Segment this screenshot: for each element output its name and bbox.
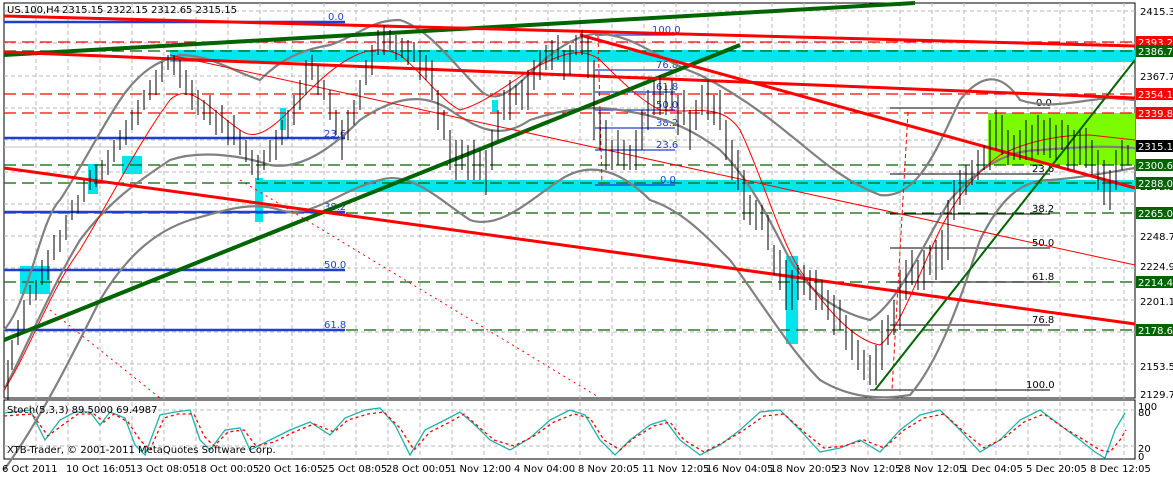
red-dotted-diagonal[interactable] bbox=[239, 179, 601, 399]
price-tick: 2248.70 bbox=[1140, 232, 1173, 243]
ohlc-label: 2315.15 2322.15 2312.65 2315.15 bbox=[62, 5, 237, 16]
tag-2288: 2288.05 bbox=[1138, 179, 1173, 190]
fib-mid-38-2: 38.2 bbox=[656, 118, 678, 129]
fib-right-61-8: 61.8 bbox=[1032, 272, 1054, 283]
stoch-label: Stoch(5,3,3) 89.5000 69.4987 bbox=[7, 405, 158, 416]
price-tags: 2393.23 2386.72 2354.18 2339.87 2315.15 … bbox=[1136, 36, 1173, 337]
fib-right-38-2: 38.2 bbox=[1032, 204, 1054, 215]
fib-left-61-8: 61.8 bbox=[324, 320, 346, 331]
tag-current-price: 2315.15 bbox=[1138, 142, 1173, 153]
copyright-label: XTB-Trader, © 2001-2011 MetaQuotes Softw… bbox=[7, 445, 276, 456]
time-label: 11 Nov 12:05 bbox=[642, 464, 709, 475]
green-trendline-right[interactable] bbox=[874, 59, 1136, 391]
time-label: 20 Oct 16:05 bbox=[258, 464, 323, 475]
symbol-label: US.100,H4 bbox=[7, 5, 60, 16]
fib-mid-23-6: 23.6 bbox=[656, 140, 678, 151]
stoch-axis: 100 80 20 0 bbox=[1138, 402, 1157, 463]
price-tick: 2153.50 bbox=[1140, 362, 1173, 373]
time-label: 28 Nov 12:05 bbox=[898, 464, 965, 475]
fib-mid-100: 100.0 bbox=[652, 25, 681, 36]
stoch-level-0: 0 bbox=[1138, 452, 1144, 463]
time-axis: 6 Oct 2011 10 Oct 16:05 13 Oct 08:05 18 … bbox=[2, 464, 1151, 475]
time-label: 18 Nov 20:05 bbox=[770, 464, 837, 475]
stoch-main-line bbox=[3, 407, 1126, 459]
fib-right-100: 100.0 bbox=[1026, 380, 1055, 391]
moving-average bbox=[3, 49, 1136, 391]
time-label: 1 Nov 12:00 bbox=[450, 464, 511, 475]
fib-right-lines[interactable] bbox=[870, 107, 1050, 391]
stoch-level-80: 80 bbox=[1138, 408, 1151, 419]
stoch-level-20: 20 bbox=[1138, 444, 1151, 455]
trend-lines[interactable] bbox=[3, 1, 1136, 399]
fib-right-76-8: 76.8 bbox=[1032, 315, 1054, 326]
fib-right-23-6: 23.6 bbox=[1032, 164, 1054, 175]
fib-left-50: 50.0 bbox=[324, 260, 346, 271]
fib-mid-76-8: 76.8 bbox=[656, 60, 678, 71]
time-label: 8 Nov 20:05 bbox=[578, 464, 639, 475]
price-tick: 2224.90 bbox=[1140, 262, 1173, 273]
time-label: 6 Oct 2011 bbox=[2, 464, 57, 475]
fib-left-0: 0.0 bbox=[328, 12, 344, 23]
price-tick: 2129.70 bbox=[1140, 390, 1173, 401]
candles bbox=[7, 25, 1129, 400]
tag-2386: 2386.72 bbox=[1138, 47, 1173, 58]
tag-2339: 2339.87 bbox=[1138, 109, 1173, 120]
green-trendline-middle[interactable] bbox=[3, 43, 741, 342]
red-thin-diagonal[interactable] bbox=[169, 54, 1136, 266]
price-tick: 2415.30 bbox=[1140, 7, 1173, 18]
stoch-level-100: 100 bbox=[1138, 402, 1157, 413]
red-dashed-vertical-mid bbox=[597, 35, 603, 186]
time-label: 25 Oct 08:05 bbox=[322, 464, 387, 475]
fib-mid-61-8: 61.8 bbox=[656, 82, 678, 93]
tag-2214: 2214.49 bbox=[1138, 278, 1173, 289]
price-tick: 2201.10 bbox=[1140, 297, 1173, 308]
tag-2393: 2393.23 bbox=[1138, 38, 1173, 49]
fib-mid-0: 0.0 bbox=[660, 175, 676, 186]
time-label: 5 Dec 20:05 bbox=[1026, 464, 1087, 475]
time-label: 10 Oct 16:05 bbox=[66, 464, 131, 475]
time-label: 28 Oct 00:05 bbox=[386, 464, 451, 475]
price-tick: 2367.70 bbox=[1140, 72, 1173, 83]
red-dashed-vertical bbox=[891, 111, 909, 391]
time-label: 23 Nov 12:05 bbox=[834, 464, 901, 475]
time-label: 8 Dec 12:05 bbox=[1090, 464, 1151, 475]
time-label: 1 Dec 04:05 bbox=[962, 464, 1023, 475]
stoch-signal-line bbox=[3, 411, 1127, 453]
fib-mid-50: 50.0 bbox=[656, 100, 678, 111]
price-axis: 2415.30 2367.70 2272.50 2248.70 2224.90 … bbox=[1140, 7, 1173, 401]
time-label: 18 Oct 00:05 bbox=[194, 464, 259, 475]
red-trendline-top[interactable] bbox=[3, 14, 1136, 48]
fib-right-50: 50.0 bbox=[1032, 238, 1054, 249]
tag-2178: 2178.69 bbox=[1138, 326, 1173, 337]
tag-2300: 2300.61 bbox=[1138, 161, 1173, 172]
red-trendline-lower[interactable] bbox=[3, 166, 1136, 326]
fib-left-23-6: 23.6 bbox=[324, 129, 346, 140]
time-label: 4 Nov 04:00 bbox=[514, 464, 575, 475]
red-trendline-third[interactable] bbox=[579, 33, 1136, 190]
time-label: 16 Nov 04:05 bbox=[706, 464, 773, 475]
tag-2265: 2265.02 bbox=[1138, 209, 1173, 220]
tag-2354: 2354.18 bbox=[1138, 90, 1173, 101]
time-label: 13 Oct 08:05 bbox=[130, 464, 195, 475]
